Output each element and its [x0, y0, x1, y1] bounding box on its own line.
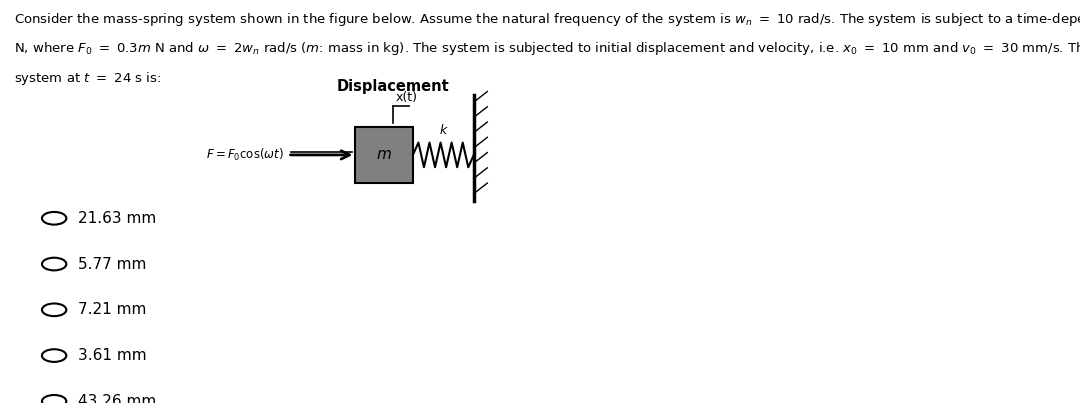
Text: 21.63 mm: 21.63 mm [78, 211, 157, 226]
Text: N, where $F_0\ =\ 0.3m$ N and $\omega\ =\ 2w_n$ rad/s ($m$: mass in kg). The sys: N, where $F_0\ =\ 0.3m$ N and $\omega\ =… [14, 40, 1080, 58]
Text: system at $t\ =\ 24$ s is:: system at $t\ =\ 24$ s is: [14, 71, 161, 87]
Text: Consider the mass-spring system shown in the figure below. Assume the natural fr: Consider the mass-spring system shown in… [14, 10, 1080, 27]
Text: Displacement: Displacement [336, 79, 449, 94]
Text: 43.26 mm: 43.26 mm [78, 394, 157, 403]
Text: 3.61 mm: 3.61 mm [78, 348, 147, 363]
Text: x(t): x(t) [396, 91, 418, 104]
Text: 5.77 mm: 5.77 mm [78, 257, 146, 272]
Text: m: m [377, 147, 392, 162]
Text: 7.21 mm: 7.21 mm [78, 302, 146, 317]
FancyBboxPatch shape [355, 127, 413, 183]
Text: k: k [440, 124, 447, 137]
Text: $F = F_0\cos(\omega t)$: $F = F_0\cos(\omega t)$ [206, 147, 284, 163]
